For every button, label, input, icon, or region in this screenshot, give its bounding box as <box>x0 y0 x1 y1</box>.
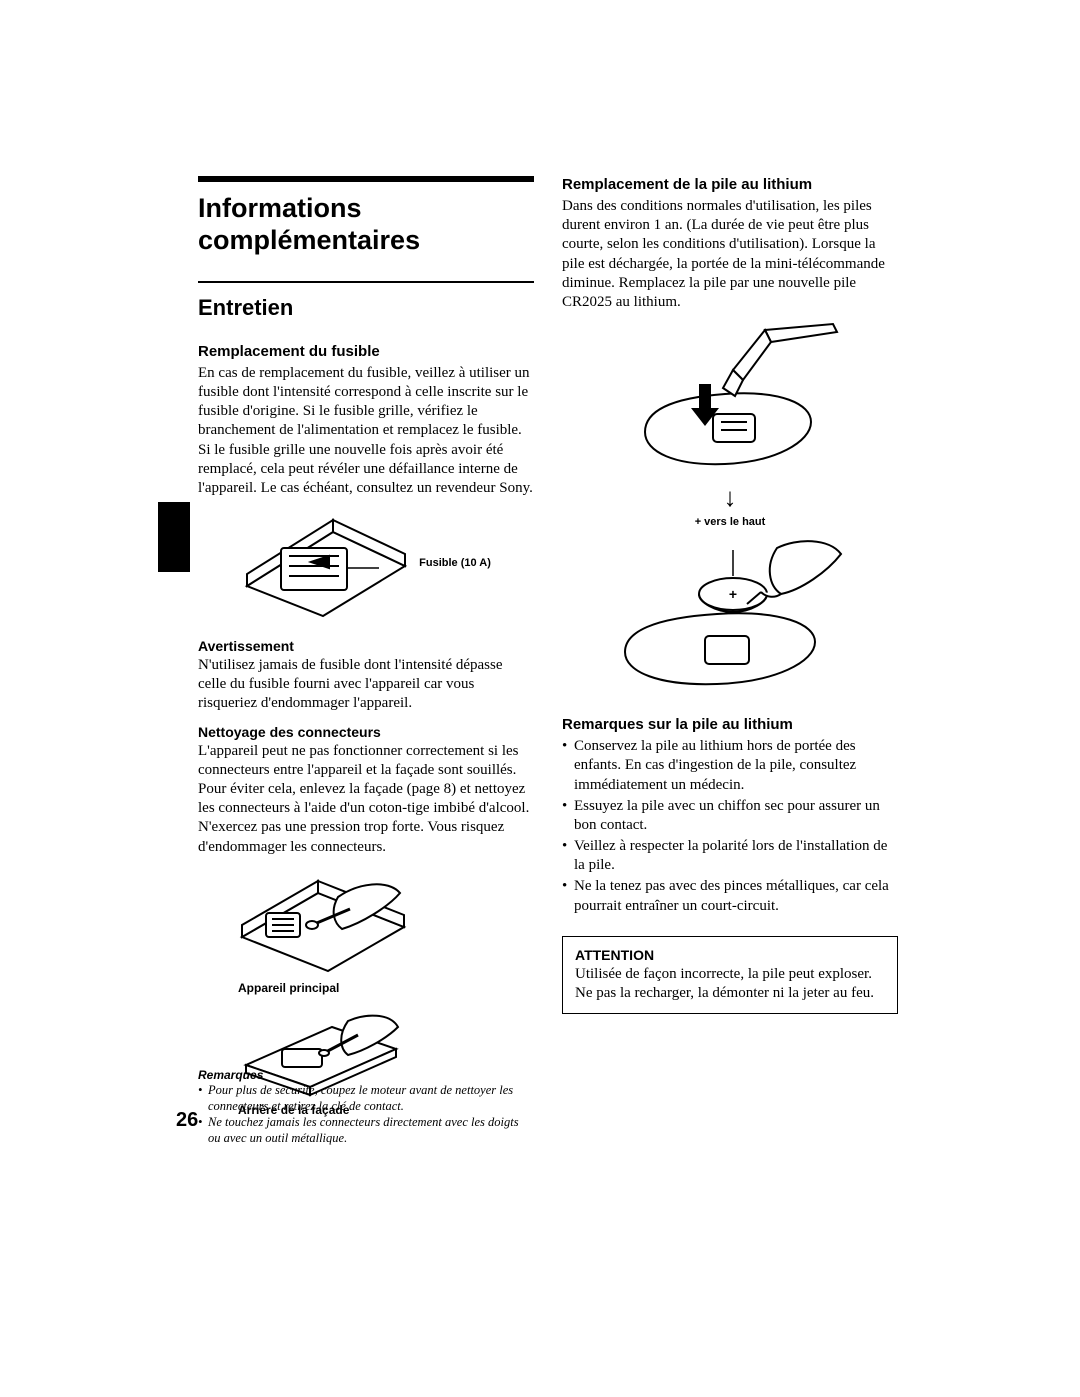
main-unit-caption: Appareil principal <box>238 981 339 995</box>
attention-title: ATTENTION <box>575 947 885 963</box>
section-title-line1: Informations <box>198 193 362 223</box>
paragraph-warning: N'utilisez jamais de fusible dont l'inte… <box>198 656 534 714</box>
rule-top-left <box>198 176 534 182</box>
section-title: Informations complémentaires <box>198 192 534 257</box>
list-item: Ne la tenez pas avec des pinces métalliq… <box>562 877 898 915</box>
attention-body: Utilisée de façon incorrecte, la pile pe… <box>575 965 885 1003</box>
list-item: Veillez à respecter la polarité lors de … <box>562 837 898 875</box>
heading-warning: Avertissement <box>198 638 534 654</box>
fuse-label: Fusible (10 A) <box>419 557 491 569</box>
heading-lithium: Remplacement de la pile au lithium <box>562 176 898 193</box>
list-item: Essuyez la pile avec un chiffon sec pour… <box>562 797 898 835</box>
page-content: Informations complémentaires Entretien R… <box>198 176 898 1127</box>
paragraph-fuse: En cas de remplacement du fusible, veill… <box>198 364 534 498</box>
paragraph-clean: L'appareil peut ne pas fonctionner corre… <box>198 742 534 857</box>
rule-sub <box>198 281 534 283</box>
lithium-step2-illustration: + <box>605 532 855 692</box>
remarks-block: Remarques Pour plus de sécurité, coupez … <box>198 1060 534 1146</box>
list-item: Conservez la pile au lithium hors de por… <box>562 737 898 795</box>
fuse-illustration <box>241 508 411 618</box>
figure-lithium-step2: + vers le haut + <box>562 512 898 692</box>
section-title-line2: complémentaires <box>198 225 420 255</box>
attention-box: ATTENTION Utilisée de façon incorrecte, … <box>562 936 898 1014</box>
main-unit-illustration <box>238 867 408 977</box>
page-edge-tab <box>158 502 190 572</box>
remarks-title: Remarques <box>198 1068 534 1082</box>
lithium-notes-list: Conservez la pile au lithium hors de por… <box>562 737 898 918</box>
list-item: Pour plus de sécurité, coupez le moteur … <box>198 1082 534 1114</box>
heading-clean: Nettoyage des connecteurs <box>198 724 534 740</box>
page-number: 26 <box>176 1109 198 1132</box>
heading-lithium-notes: Remarques sur la pile au lithium <box>562 716 898 733</box>
figure-fuse: Fusible (10 A) <box>198 508 534 618</box>
figure-lithium-step1 <box>562 322 898 472</box>
remarks-list: Pour plus de sécurité, coupez le moteur … <box>198 1082 534 1146</box>
list-item: Ne touchez jamais les connecteurs direct… <box>198 1114 534 1146</box>
lithium-step1-illustration <box>615 322 845 472</box>
step-arrow-icon: ↓ <box>562 484 898 510</box>
paragraph-lithium: Dans des conditions normales d'utilisati… <box>562 197 898 312</box>
right-column: Remplacement de la pile au lithium Dans … <box>562 176 898 1127</box>
figure-main-unit: Appareil principal <box>238 867 534 995</box>
plus-up-label: + vers le haut <box>695 516 766 528</box>
heading-fuse: Remplacement du fusible <box>198 343 534 360</box>
sub-title: Entretien <box>198 295 534 321</box>
svg-text:+: + <box>729 586 737 602</box>
left-column: Informations complémentaires Entretien R… <box>198 176 534 1127</box>
